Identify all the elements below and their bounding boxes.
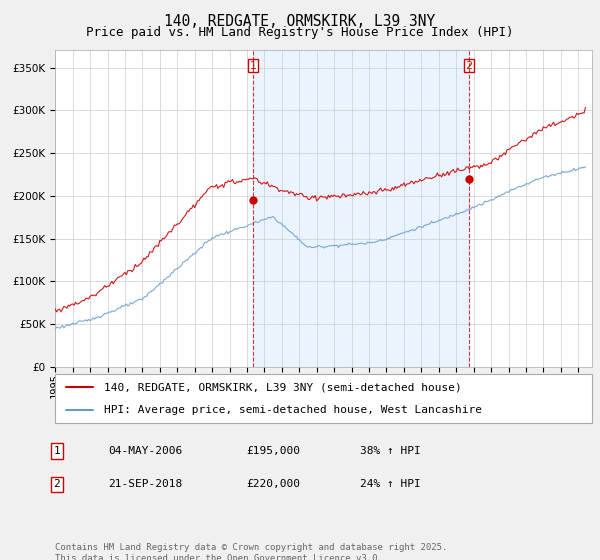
- Text: 21-SEP-2018: 21-SEP-2018: [108, 479, 182, 489]
- Text: 140, REDGATE, ORMSKIRK, L39 3NY: 140, REDGATE, ORMSKIRK, L39 3NY: [164, 14, 436, 29]
- FancyBboxPatch shape: [55, 374, 592, 423]
- Text: HPI: Average price, semi-detached house, West Lancashire: HPI: Average price, semi-detached house,…: [104, 405, 482, 416]
- Text: 2: 2: [465, 60, 472, 71]
- Bar: [253, 50, 469, 367]
- Text: 1: 1: [53, 446, 61, 456]
- Text: 1: 1: [250, 60, 256, 71]
- Text: 04-MAY-2006: 04-MAY-2006: [108, 446, 182, 456]
- Text: Price paid vs. HM Land Registry's House Price Index (HPI): Price paid vs. HM Land Registry's House …: [86, 26, 514, 39]
- Text: £220,000: £220,000: [246, 479, 300, 489]
- Text: 140, REDGATE, ORMSKIRK, L39 3NY (semi-detached house): 140, REDGATE, ORMSKIRK, L39 3NY (semi-de…: [104, 382, 461, 393]
- Text: 24% ↑ HPI: 24% ↑ HPI: [360, 479, 421, 489]
- Text: 38% ↑ HPI: 38% ↑ HPI: [360, 446, 421, 456]
- Text: 2: 2: [53, 479, 61, 489]
- Text: Contains HM Land Registry data © Crown copyright and database right 2025.
This d: Contains HM Land Registry data © Crown c…: [55, 543, 448, 560]
- Text: £195,000: £195,000: [246, 446, 300, 456]
